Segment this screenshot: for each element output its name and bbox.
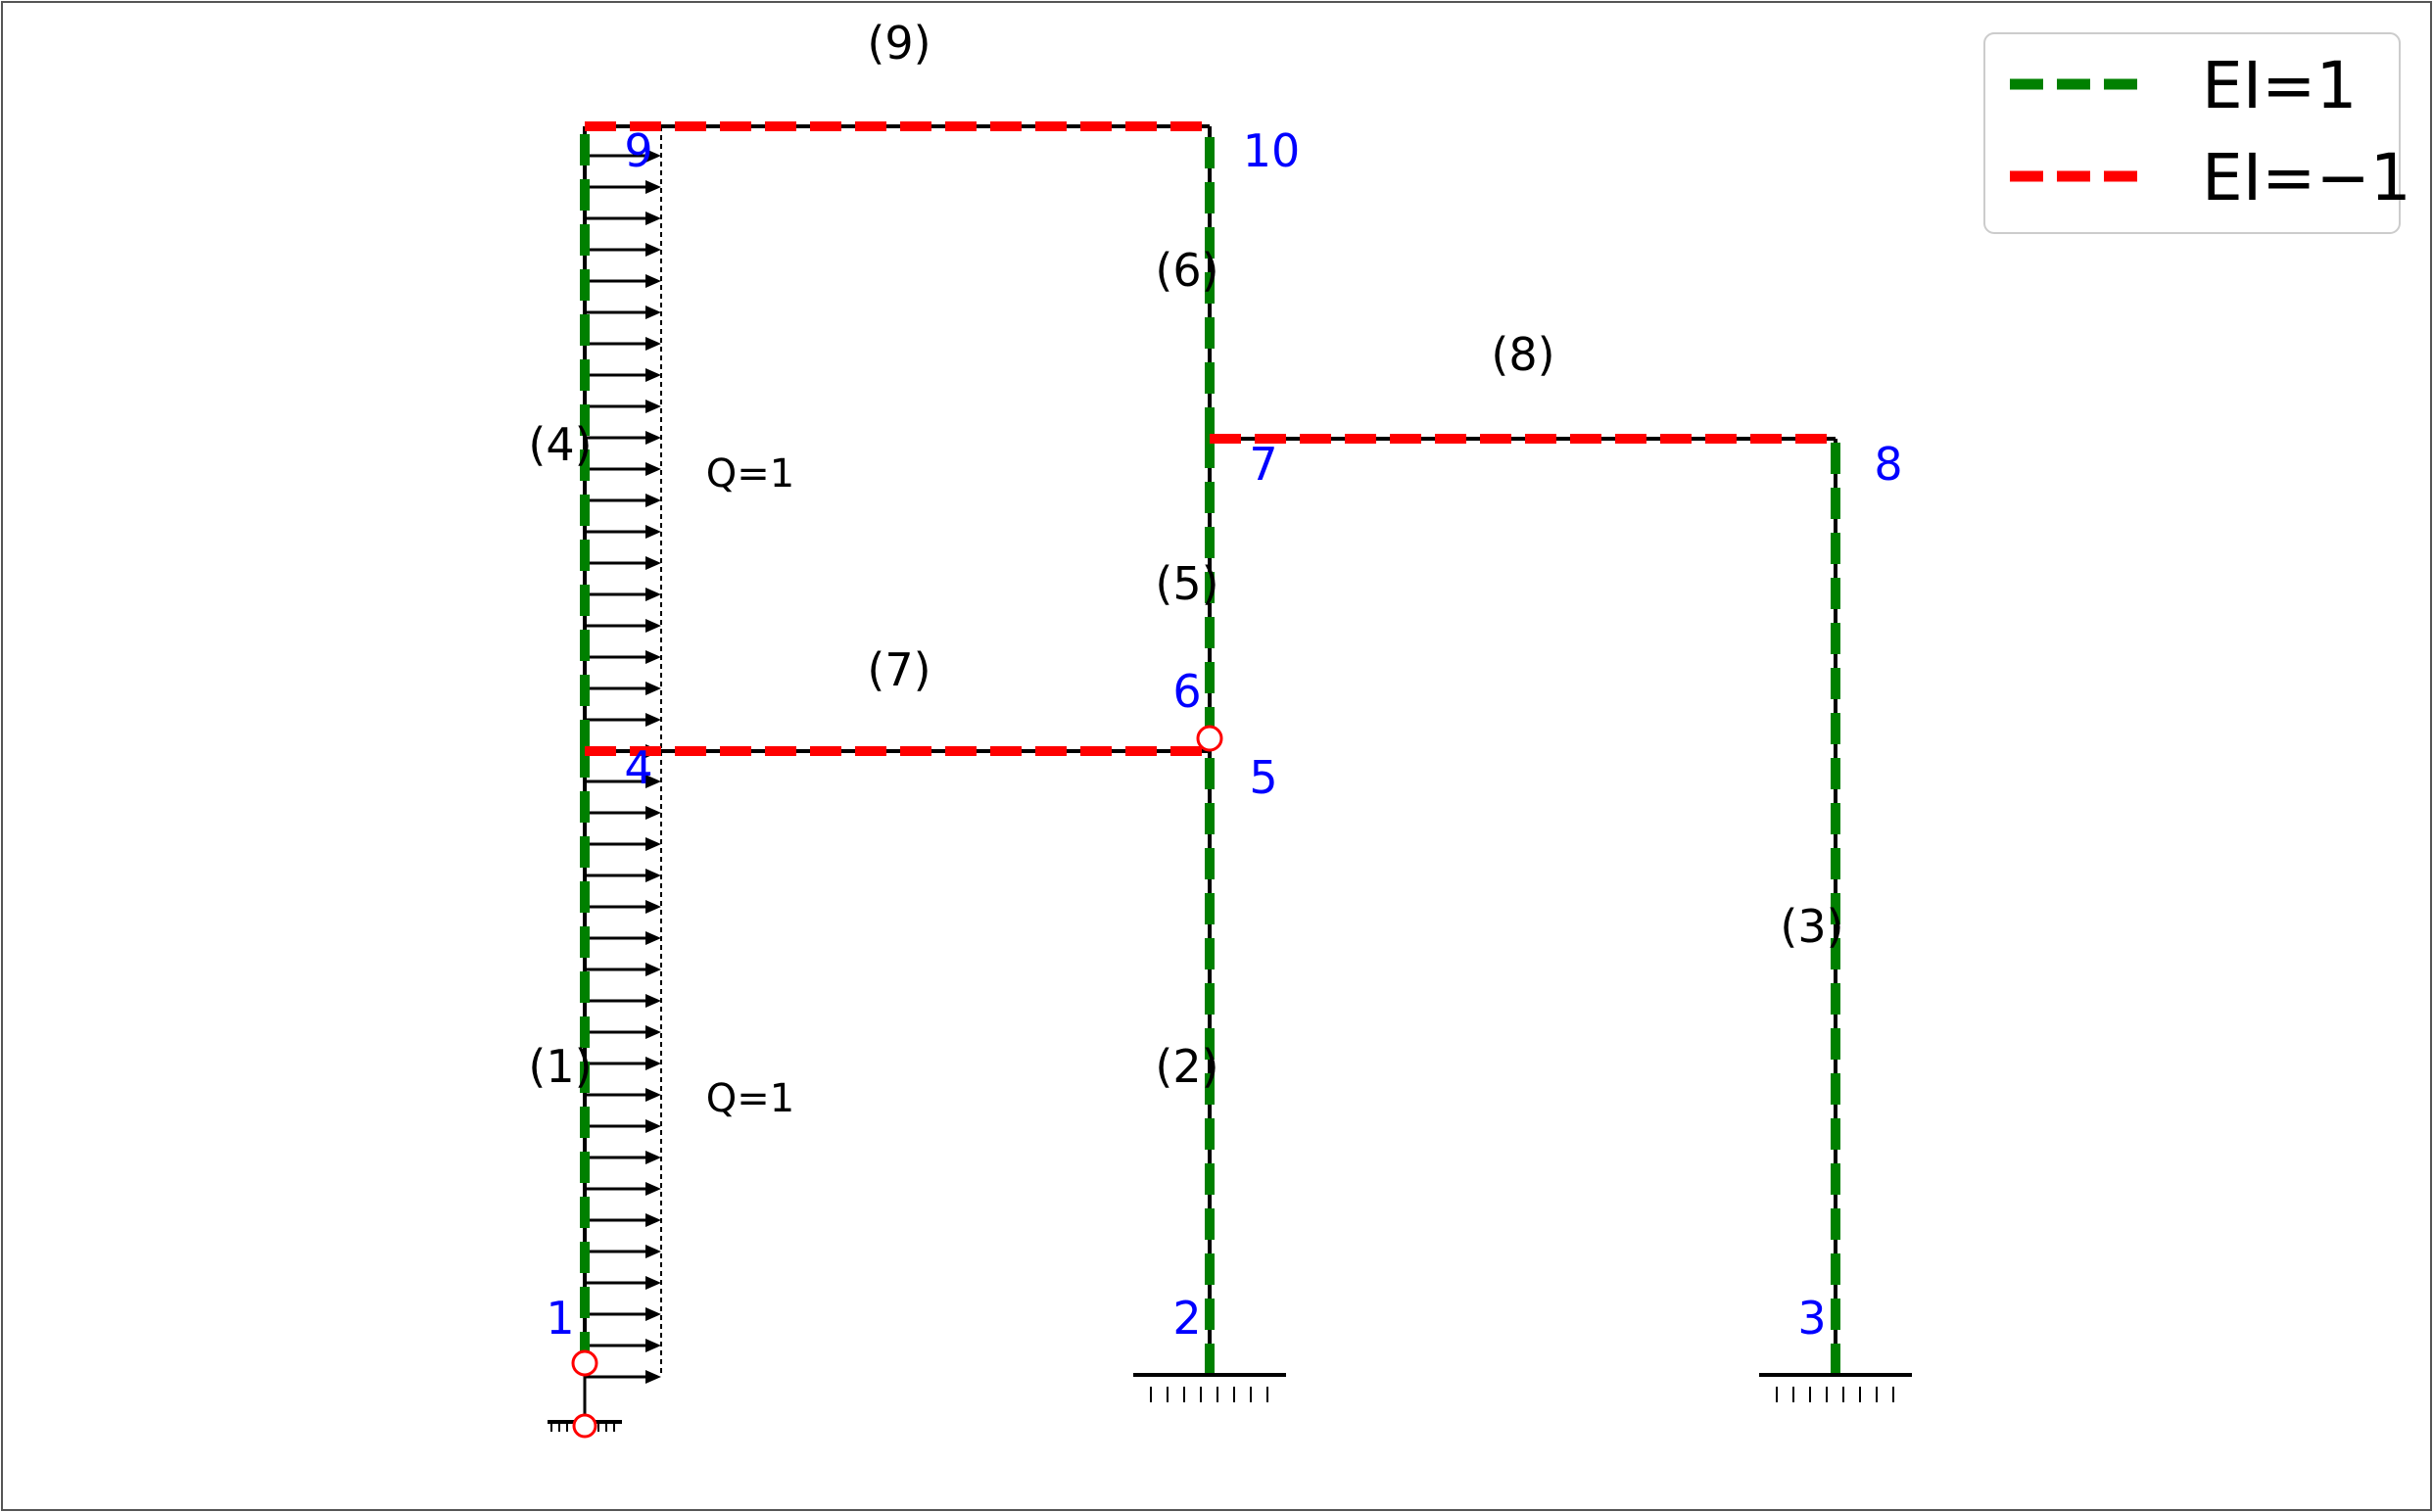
node-label-10: 10: [1243, 124, 1301, 177]
distributed-load-element-1: Q=1: [585, 751, 794, 1384]
support-node-3: [1759, 1373, 1912, 1402]
load-arrow: [585, 619, 661, 633]
load-arrow: [585, 1307, 661, 1321]
load-arrow: [585, 431, 661, 445]
load-arrow: [585, 994, 661, 1008]
load-arrow: [585, 556, 661, 570]
load-arrow: [585, 963, 661, 976]
element-label-5: (5): [1155, 557, 1218, 610]
load-arrow: [585, 682, 661, 695]
load-arrow: [585, 494, 661, 507]
load-arrow: [585, 180, 661, 194]
element-label-8: (8): [1491, 328, 1554, 381]
load-arrow: [585, 525, 661, 539]
load-arrow: [585, 650, 661, 664]
load-arrow: [585, 306, 661, 319]
load-arrow: [585, 1025, 661, 1039]
hinge-node-6: [1196, 725, 1223, 752]
legend-label-positive: EI=1: [2202, 48, 2357, 123]
node-label-9: 9: [624, 124, 652, 177]
label-layer: 1 2 3 4 56 7 8 9 10 (1) (2) (3) (4) (5) (6) (7) (8) (9): [528, 17, 1902, 1345]
element-label-4: (4): [528, 418, 592, 471]
node-label-4: 4: [624, 741, 652, 794]
element-label-7: (7): [867, 643, 930, 696]
node-label-5: 5: [1249, 751, 1277, 804]
load-arrow: [585, 1370, 661, 1384]
node-label-2: 2: [1172, 1292, 1201, 1345]
load-label-element-1: Q=1: [706, 1076, 794, 1121]
distributed-load-layer: Q=1 Q=1: [585, 126, 794, 1384]
node-label-7: 7: [1249, 438, 1277, 491]
load-label-element-4: Q=1: [706, 451, 794, 496]
node-label-8: 8: [1874, 438, 1902, 491]
load-arrow: [585, 243, 661, 257]
load-arrow: [585, 900, 661, 914]
load-arrow: [585, 806, 661, 820]
pin-support-hinge: [572, 1413, 597, 1439]
load-arrow: [585, 931, 661, 945]
support-layer: [548, 1363, 1912, 1439]
load-arrow: [585, 775, 661, 788]
load-arrow: [585, 1245, 661, 1258]
load-arrow: [585, 713, 661, 727]
load-arrow: [585, 149, 661, 163]
element-label-9: (9): [867, 17, 930, 70]
element-label-1: (1): [528, 1040, 592, 1093]
node-label-1: 1: [546, 1292, 574, 1345]
legend: EI=1 EI=−1: [1983, 32, 2411, 234]
load-arrow: [585, 837, 661, 851]
legend-label-negative: EI=−1: [2202, 140, 2411, 215]
load-arrow: [585, 869, 661, 882]
node-label-6: 6: [1172, 665, 1201, 718]
load-arrow: [585, 1276, 661, 1290]
load-arrow: [585, 400, 661, 413]
load-arrow: [585, 212, 661, 225]
load-arrow: [585, 1057, 661, 1070]
load-arrow: [585, 1119, 661, 1133]
load-arrow: [585, 1088, 661, 1102]
load-arrow: [585, 368, 661, 382]
load-arrow: [585, 274, 661, 288]
element-label-6: (6): [1155, 244, 1218, 297]
hinge-layer: [571, 725, 1223, 1377]
load-arrow: [585, 1213, 661, 1227]
element-label-2: (2): [1155, 1040, 1218, 1093]
load-arrow: [585, 588, 661, 601]
load-arrow: [585, 1151, 661, 1164]
support-node-2: [1133, 1373, 1286, 1402]
element-label-3: (3): [1780, 900, 1843, 953]
load-arrow: [585, 337, 661, 351]
load-arrow: [585, 462, 661, 476]
member-layer: [580, 121, 1840, 1375]
node-label-3: 3: [1797, 1292, 1826, 1345]
hinge-node-1: [571, 1349, 598, 1377]
distributed-load-element-4: Q=1: [585, 126, 794, 758]
load-arrow: [585, 1339, 661, 1352]
load-arrow: [585, 1182, 661, 1196]
